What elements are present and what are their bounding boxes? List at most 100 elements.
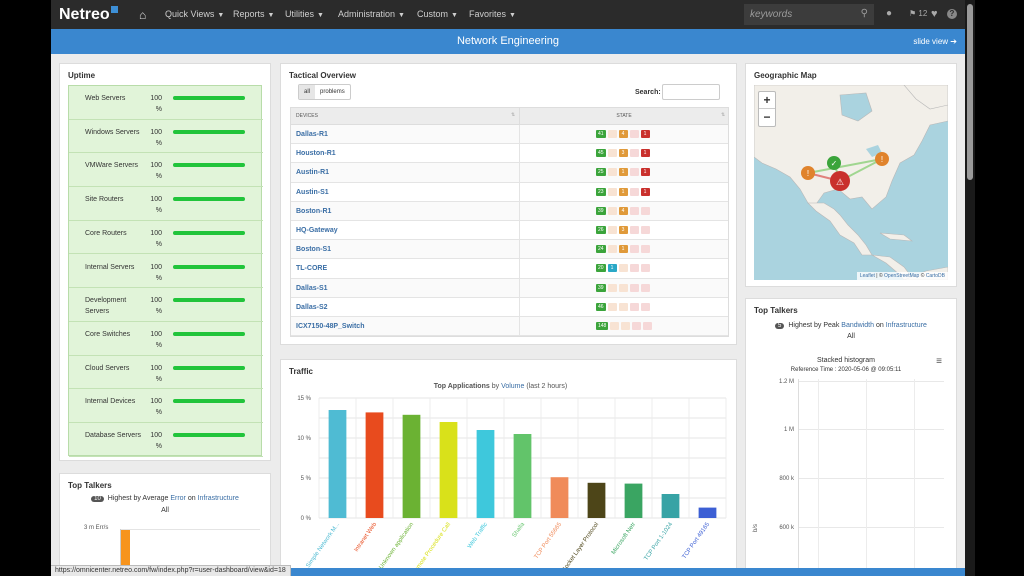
state-count-badge[interactable]	[629, 264, 639, 273]
carto-link[interactable]: CartoDB	[925, 273, 945, 279]
state-count-badge[interactable]	[607, 206, 617, 215]
state-count-badge[interactable]: 1	[618, 187, 628, 196]
state-count-badge[interactable]	[629, 130, 639, 138]
bar[interactable]	[661, 494, 680, 518]
metric-link[interactable]: Bandwidth	[841, 322, 874, 329]
device-row[interactable]: Dallas-S2 46	[291, 297, 728, 317]
page-scrollbar[interactable]	[965, 0, 975, 576]
device-row[interactable]: Boston-S1 24 1	[291, 240, 728, 260]
group-link[interactable]: Infrastructure	[197, 495, 239, 502]
state-count-badge[interactable]	[607, 168, 617, 177]
device-row[interactable]: Boston-R1 39 4	[291, 201, 728, 221]
user-icon[interactable]: ●	[886, 8, 893, 19]
device-link[interactable]: HQ-Gateway	[296, 226, 338, 234]
device-row[interactable]: TL-CORE 20 1	[291, 259, 728, 279]
state-count-badge[interactable]	[640, 264, 650, 273]
uptime-row[interactable]: Windows Servers 100 %	[69, 120, 263, 154]
bar[interactable]	[513, 434, 532, 518]
bar[interactable]	[698, 507, 717, 518]
bar[interactable]	[365, 412, 384, 518]
netreo-logo[interactable]: Netreo	[59, 6, 118, 24]
state-count-badge[interactable]	[618, 264, 628, 273]
state-count-badge[interactable]: 3	[618, 225, 628, 234]
group-link[interactable]: Infrastructure	[885, 322, 927, 329]
state-count-badge[interactable]	[640, 302, 650, 311]
state-count-badge[interactable]	[607, 187, 617, 196]
state-count-badge[interactable]: 4	[618, 206, 628, 215]
state-count-badge[interactable]: 26	[596, 225, 606, 234]
state-count-badge[interactable]	[629, 225, 639, 234]
uptime-row[interactable]: VMWare Servers 100 %	[69, 153, 263, 188]
state-count-badge[interactable]	[629, 302, 639, 311]
state-count-badge[interactable]	[640, 283, 650, 292]
state-count-badge[interactable]	[629, 283, 639, 292]
uptime-row[interactable]: Site Routers 100 %	[69, 187, 263, 221]
heart-icon[interactable]: ♥	[931, 8, 938, 20]
col-devices-header[interactable]: DEVICES	[296, 113, 318, 119]
nav-utilities[interactable]: Utilities ▼	[285, 9, 324, 19]
osm-link[interactable]: OpenStreetMap	[884, 273, 920, 279]
bar[interactable]	[476, 430, 495, 518]
map-marker-warning[interactable]: !	[801, 166, 815, 180]
map-marker-warning[interactable]: !	[875, 152, 889, 166]
state-count-badge[interactable]: 45	[596, 149, 606, 158]
bar[interactable]	[550, 477, 569, 518]
metric-link[interactable]: Error	[170, 495, 186, 502]
filter-all-button[interactable]: all	[299, 85, 316, 99]
state-count-badge[interactable]	[640, 225, 650, 234]
state-count-badge[interactable]	[621, 321, 631, 330]
nav-reports[interactable]: Reports ▼	[233, 9, 274, 19]
state-count-badge[interactable]: 39	[596, 283, 606, 292]
bar[interactable]	[439, 422, 458, 518]
device-link[interactable]: Dallas-S2	[296, 303, 328, 311]
state-count-badge[interactable]: 24	[596, 245, 606, 254]
device-link[interactable]: Dallas-S1	[296, 284, 328, 292]
uptime-row[interactable]: Cloud Servers 100 %	[69, 356, 263, 390]
sort-icon[interactable]: ⇅	[721, 112, 726, 118]
state-count-badge[interactable]: 3	[618, 149, 628, 158]
state-count-badge[interactable]: 46	[596, 302, 606, 311]
bar[interactable]	[402, 414, 421, 518]
state-count-badge[interactable]	[607, 130, 617, 138]
bar[interactable]	[587, 482, 606, 518]
state-count-badge[interactable]	[629, 187, 639, 196]
state-count-badge[interactable]: 1	[618, 245, 628, 254]
state-count-badge[interactable]: 1	[640, 149, 650, 158]
state-count-badge[interactable]: 20	[596, 264, 606, 273]
device-link[interactable]: TL-CORE	[296, 265, 328, 273]
state-count-badge[interactable]	[640, 245, 650, 254]
state-count-badge[interactable]: 39	[596, 206, 606, 215]
search-icon[interactable]: ⚲	[860, 8, 868, 19]
state-count-badge[interactable]: 1	[640, 187, 650, 196]
device-link[interactable]: Boston-R1	[296, 207, 332, 215]
state-count-badge[interactable]	[618, 283, 628, 292]
help-icon[interactable]: ?	[947, 9, 957, 19]
state-count-badge[interactable]	[607, 283, 617, 292]
device-link[interactable]: Houston-R1	[296, 150, 336, 158]
device-link[interactable]: Austin-S1	[296, 188, 329, 196]
state-count-badge[interactable]	[607, 245, 617, 254]
state-count-badge[interactable]	[629, 245, 639, 254]
bar[interactable]	[624, 483, 643, 518]
state-count-badge[interactable]: 1	[618, 168, 628, 177]
slide-view-button[interactable]: slide view ➔	[913, 37, 957, 46]
device-row[interactable]: ICX7150-48P_Switch 148	[291, 316, 728, 337]
global-search-input[interactable]: keywords ⚲	[744, 4, 874, 25]
sort-icon[interactable]: ⇅	[511, 112, 516, 118]
uptime-row[interactable]: Core Switches 100 %	[69, 322, 263, 356]
state-count-badge[interactable]	[610, 321, 620, 330]
bar[interactable]	[328, 410, 347, 518]
uptime-row[interactable]: Web Servers 100 %	[69, 86, 263, 120]
scrollbar-thumb[interactable]	[967, 4, 973, 180]
state-count-badge[interactable]	[618, 302, 628, 311]
map-marker-ok[interactable]: ✓	[827, 156, 841, 170]
tactical-search-input[interactable]	[662, 84, 720, 100]
alerts-flag-icon[interactable]: ⚑ 12	[909, 9, 928, 18]
nav-custom[interactable]: Custom ▼	[417, 9, 458, 19]
map-canvas[interactable]: ! ✓ ! ⚠ + − Leaflet | © OpenStreetMap © …	[754, 85, 948, 280]
uptime-row[interactable]: Internal Servers 100 %	[69, 255, 263, 289]
device-link[interactable]: Boston-S1	[296, 246, 331, 254]
state-count-badge[interactable]	[640, 206, 650, 215]
uptime-row[interactable]: Core Routers 100 %	[69, 221, 263, 255]
map-marker-critical[interactable]: ⚠	[830, 171, 850, 191]
